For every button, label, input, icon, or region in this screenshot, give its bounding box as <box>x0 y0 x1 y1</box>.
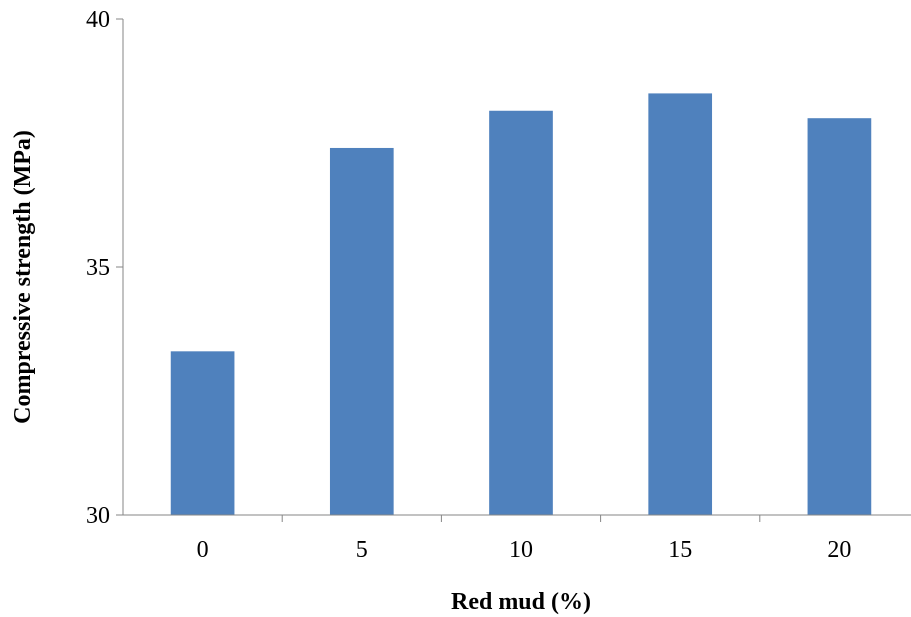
y-tick-label-30: 30 <box>86 503 110 529</box>
x-tick-label-10: 10 <box>509 537 533 563</box>
y-tick-label-35: 35 <box>86 255 110 281</box>
x-tick-label-0: 0 <box>197 537 209 563</box>
bars-layer <box>170 93 872 516</box>
bar-0 <box>170 351 235 515</box>
axes-layer <box>116 18 911 522</box>
x-tick-label-15: 15 <box>668 537 692 563</box>
bar-20 <box>807 118 872 515</box>
x-tick-label-20: 20 <box>827 537 851 563</box>
x-axis-title: Red mud (%) <box>451 589 591 615</box>
bar-5 <box>329 147 394 515</box>
bar-15 <box>648 93 713 516</box>
y-tick-label-40: 40 <box>86 7 110 33</box>
y-axis-title: Compressive strength (MPa) <box>10 130 36 424</box>
bar-10 <box>489 110 553 515</box>
x-tick-label-5: 5 <box>356 537 368 563</box>
labels-layer: 30 35 40 0 5 10 15 20 <box>86 7 851 563</box>
